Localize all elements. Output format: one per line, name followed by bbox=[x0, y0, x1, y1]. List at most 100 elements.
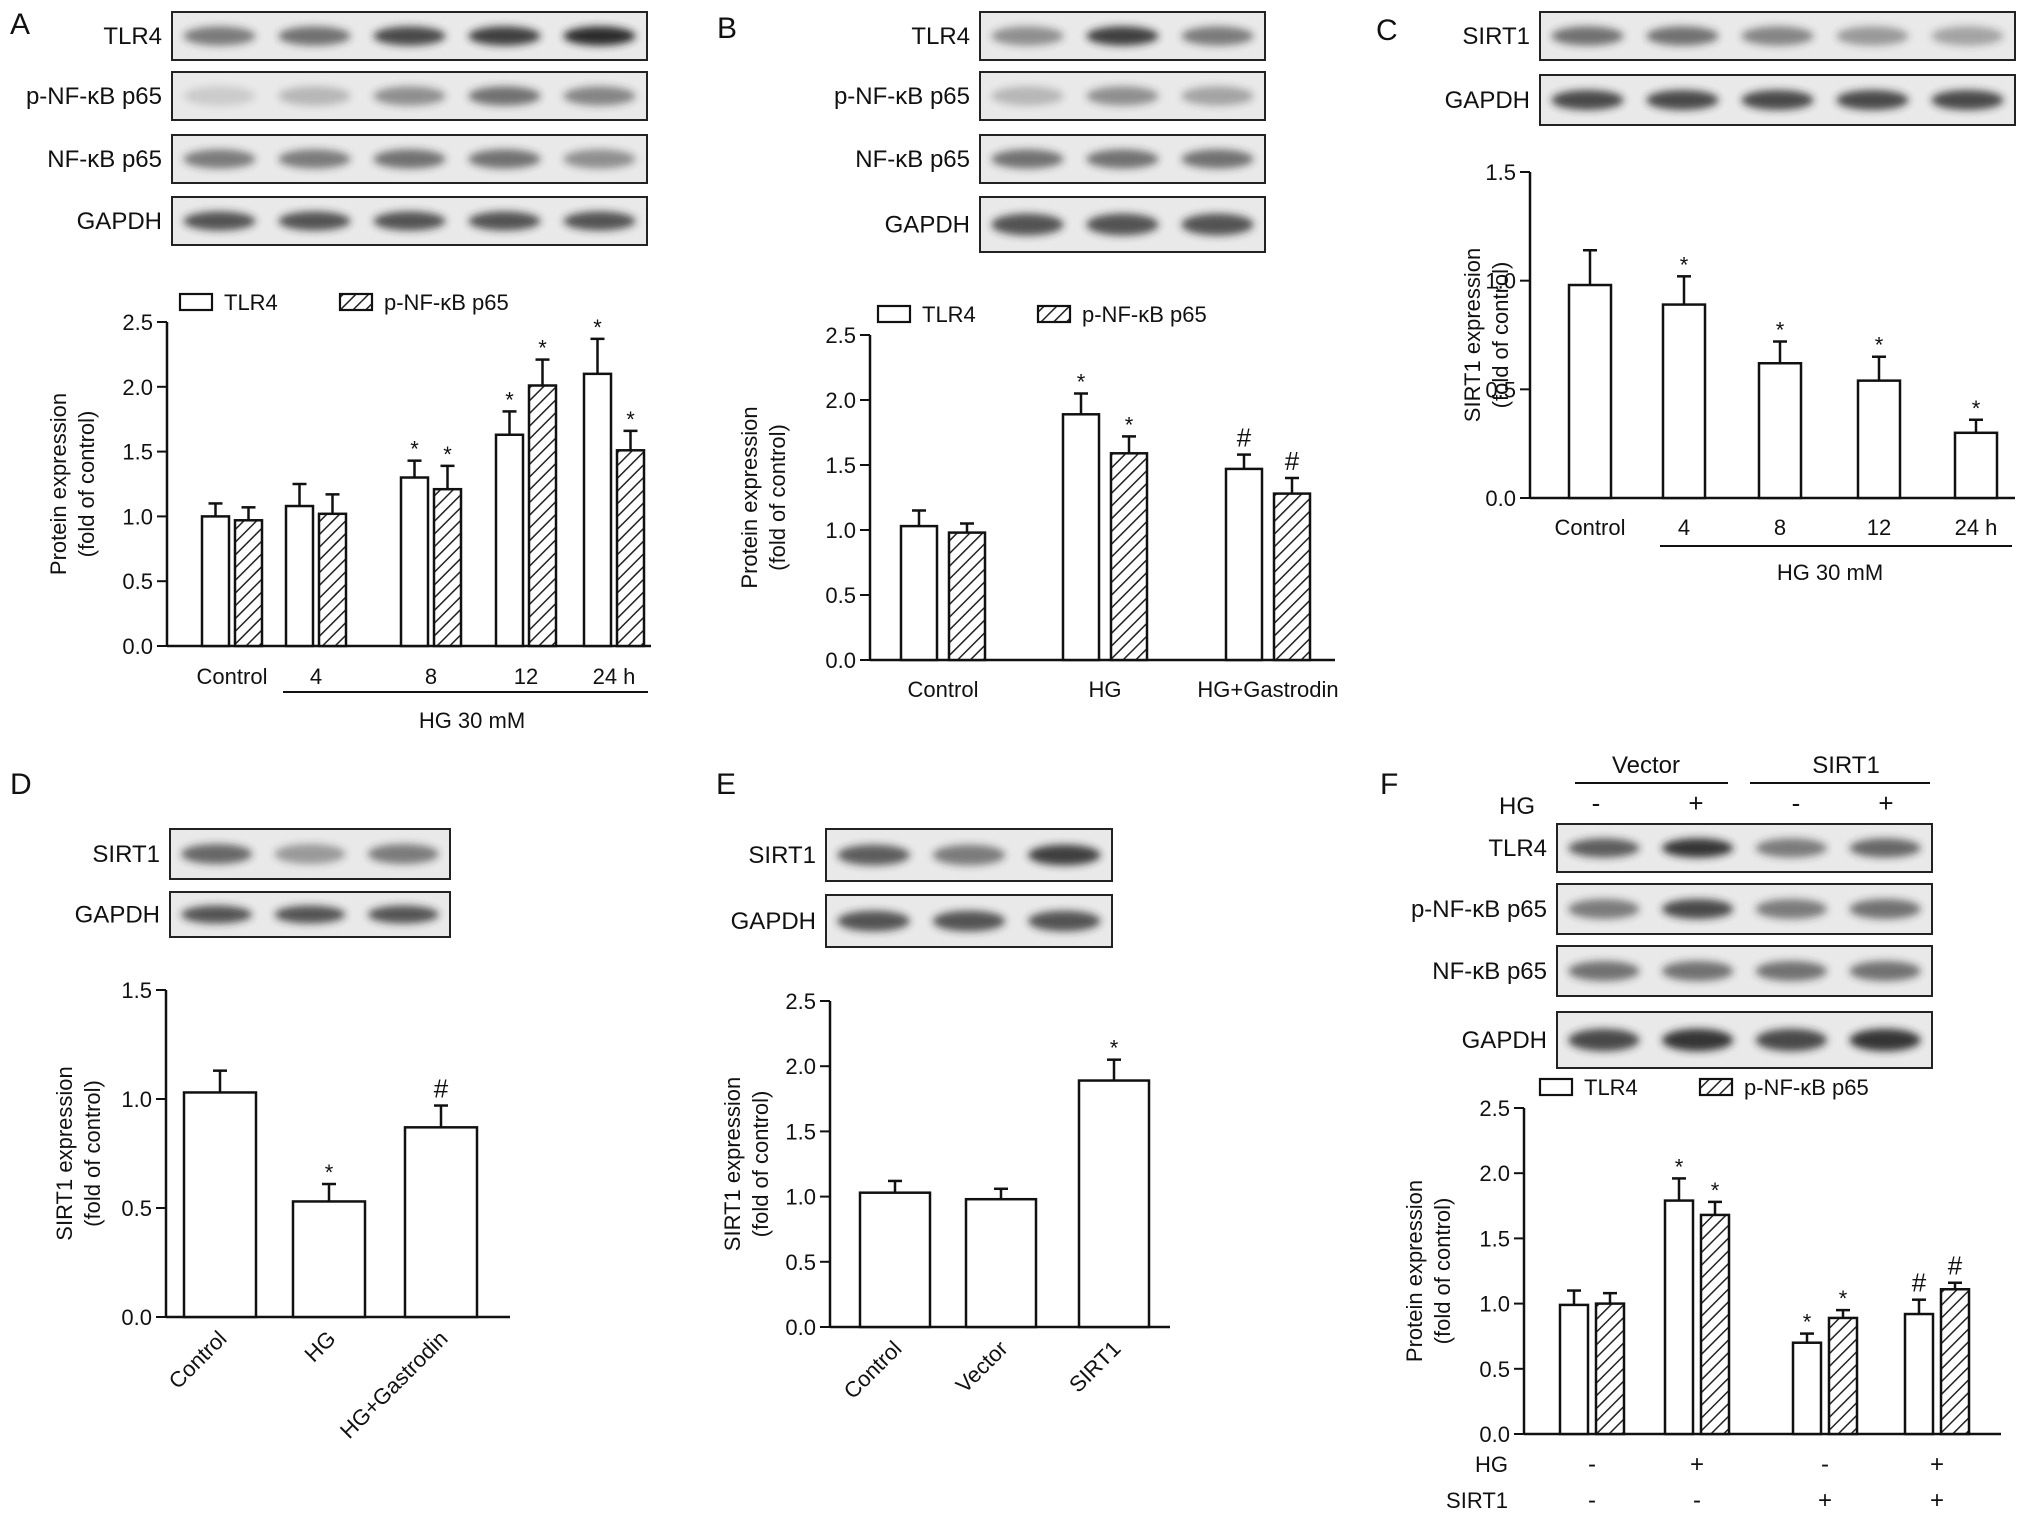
group-label: HG 30 mM bbox=[1777, 560, 1883, 585]
x-tick-label: 4 bbox=[1678, 515, 1690, 540]
blot-band bbox=[1755, 899, 1827, 919]
y-tick-label: 1.0 bbox=[825, 518, 856, 543]
legend-A: TLR4 p-NF-κB p65 bbox=[178, 290, 509, 315]
y-tick-label: 1.5 bbox=[1479, 1226, 1510, 1251]
significance-mark: # bbox=[434, 1074, 449, 1104]
y-axis-label-line: SIRT1 expression bbox=[1460, 248, 1485, 422]
y-tick-label: 1.5 bbox=[785, 1119, 816, 1144]
chart-D: 0.0 0.5 1.0 1.5 SIRT1 expression (fold of con… bbox=[52, 978, 510, 1330]
blot-band bbox=[367, 844, 439, 864]
blot-band bbox=[1931, 90, 2004, 110]
blot-band bbox=[991, 86, 1064, 106]
blot-band bbox=[278, 26, 351, 46]
condition-sign: + bbox=[1930, 1451, 1944, 1478]
y-tick-label: 0.0 bbox=[785, 1315, 816, 1340]
hg-sign: + bbox=[1878, 788, 1893, 818]
blot-label: GAPDH bbox=[77, 208, 162, 235]
significance-mark: * bbox=[325, 1160, 334, 1185]
blot-label: SIRT1 bbox=[748, 842, 816, 869]
blot-band bbox=[1931, 26, 2004, 46]
y-tick-label: 0.5 bbox=[122, 569, 153, 594]
significance-mark: * bbox=[1711, 1178, 1720, 1203]
legend-label: TLR4 bbox=[922, 302, 976, 327]
legend-label: TLR4 bbox=[224, 290, 278, 315]
blot-band bbox=[1086, 213, 1159, 236]
bar bbox=[1109, 452, 1149, 662]
significance-mark: * bbox=[410, 437, 419, 462]
blot-band bbox=[274, 905, 346, 924]
significance-mark: # bbox=[1912, 1268, 1927, 1298]
blot-band bbox=[563, 86, 636, 106]
blot-band bbox=[183, 26, 256, 46]
y-tick-label: 2.0 bbox=[1479, 1161, 1510, 1186]
bar bbox=[582, 372, 613, 648]
y-tick-label: 1.5 bbox=[825, 453, 856, 478]
blot-band bbox=[1836, 90, 1909, 110]
significance-mark: * bbox=[1803, 1310, 1812, 1335]
significance-mark: * bbox=[505, 387, 514, 412]
blot-band bbox=[274, 844, 346, 864]
x-tick-label: Control bbox=[839, 1336, 907, 1404]
bar bbox=[284, 504, 315, 648]
blot-band bbox=[1849, 899, 1921, 919]
x-tick-label: Control bbox=[1555, 515, 1626, 540]
blot-band bbox=[1568, 961, 1640, 981]
blot-label: GAPDH bbox=[885, 212, 970, 239]
blot-band bbox=[373, 26, 446, 46]
blot-band bbox=[1849, 961, 1921, 981]
blot-label: SIRT1 bbox=[92, 841, 160, 868]
panel-letter: F bbox=[1380, 768, 1398, 801]
bar bbox=[858, 1191, 932, 1329]
blot-band bbox=[278, 86, 351, 106]
significance-mark: # bbox=[1285, 446, 1300, 476]
bar bbox=[1061, 413, 1101, 662]
group-header: SIRT1 bbox=[1812, 752, 1880, 779]
condition-sign: - bbox=[1821, 1451, 1829, 1478]
bar bbox=[527, 384, 558, 648]
y-tick-label: 1.0 bbox=[785, 1185, 816, 1210]
y-axis-label-line: SIRT1 expression bbox=[720, 1077, 745, 1251]
y-tick-label: 2.5 bbox=[122, 310, 153, 335]
y-tick-label: 2.0 bbox=[825, 388, 856, 413]
blot-label: p-NF-κB p65 bbox=[26, 83, 162, 110]
blot-band bbox=[991, 213, 1064, 236]
panel-letter: A bbox=[10, 8, 30, 41]
blot-band bbox=[1741, 26, 1814, 46]
y-tick-label: 1.0 bbox=[121, 1087, 152, 1112]
y-tick-label: 1.0 bbox=[1479, 1292, 1510, 1317]
significance-mark: # bbox=[1948, 1251, 1963, 1281]
blot-band bbox=[1086, 86, 1159, 106]
blot-band bbox=[278, 211, 351, 231]
blot-band bbox=[468, 149, 541, 169]
legend-swatch bbox=[1538, 1077, 1574, 1097]
blot-label: p-NF-κB p65 bbox=[834, 83, 970, 110]
blot-band bbox=[1662, 838, 1734, 858]
chart-A: 0.0 0.5 1.0 1.5 2.0 2.5 Protein expression (fol… bbox=[46, 310, 651, 659]
blot-label: GAPDH bbox=[731, 908, 816, 935]
x-tick-label: 24 h bbox=[1955, 515, 1998, 540]
blot-band bbox=[1662, 961, 1734, 981]
legend-F: TLR4 p-NF-κB p65 bbox=[1538, 1075, 1869, 1100]
blot-band bbox=[468, 26, 541, 46]
bar bbox=[399, 476, 430, 648]
blot-panel-C: SIRT1 GAPDH bbox=[1445, 11, 2016, 126]
chart-E: 0.0 0.5 1.0 1.5 2.0 2.5 SIRT1 expression (fold … bbox=[720, 989, 1170, 1340]
x-tick-label: Control bbox=[164, 1326, 232, 1394]
bar bbox=[317, 512, 348, 648]
y-axis-label: SIRT1 expression (fold of control) bbox=[52, 1066, 105, 1240]
bar bbox=[899, 524, 939, 662]
hg-sign: + bbox=[1688, 788, 1703, 818]
bar bbox=[1939, 1288, 1971, 1436]
blot-band bbox=[1755, 838, 1827, 858]
significance-mark: * bbox=[1776, 318, 1785, 343]
y-axis-label-line: (fold of control) bbox=[748, 1091, 773, 1238]
blot-label: GAPDH bbox=[1462, 1027, 1547, 1054]
y-axis-label: SIRT1 expression (fold of control) bbox=[720, 1077, 773, 1251]
blot-band bbox=[1849, 1028, 1921, 1052]
blot-band bbox=[1181, 149, 1254, 169]
blot-band bbox=[991, 26, 1064, 46]
bar bbox=[291, 1200, 367, 1319]
y-axis-label: Protein expression (fold of control) bbox=[737, 406, 790, 588]
blot-band bbox=[1836, 26, 1909, 46]
